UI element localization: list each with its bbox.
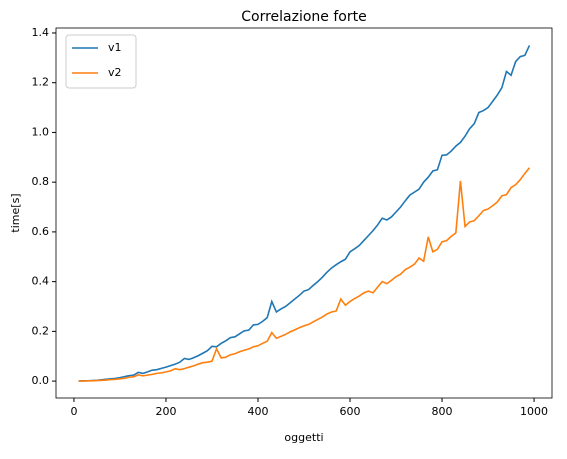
- y-tick-label: 0.8: [32, 175, 50, 188]
- x-axis-label: oggetti: [284, 431, 323, 444]
- x-tick-label: 400: [247, 405, 268, 418]
- x-tick-label: 1000: [520, 405, 548, 418]
- y-tick-label: 1.4: [32, 26, 50, 39]
- y-tick-label: 0.2: [32, 324, 50, 337]
- y-axis-label: time[s]: [9, 193, 22, 232]
- data-line: [78, 167, 531, 382]
- y-tick-label: 1.0: [32, 125, 50, 138]
- x-tick-label: 800: [432, 405, 453, 418]
- x-tick-label: 200: [155, 405, 176, 418]
- plot-frame: [55, 27, 553, 399]
- legend-box: [65, 34, 137, 89]
- x-tick-label: 600: [340, 405, 361, 418]
- x-tick-label: 0: [70, 405, 77, 418]
- y-tick-label: 0.4: [32, 275, 50, 288]
- legend-label: v1: [108, 41, 122, 54]
- y-tick-label: 0.6: [32, 225, 50, 238]
- legend-label: v2: [108, 66, 122, 79]
- y-tick-label: 1.2: [32, 76, 50, 89]
- data-line: [78, 45, 531, 382]
- chart-title: Correlazione forte: [241, 9, 366, 25]
- y-tick-label: 0.0: [32, 374, 50, 387]
